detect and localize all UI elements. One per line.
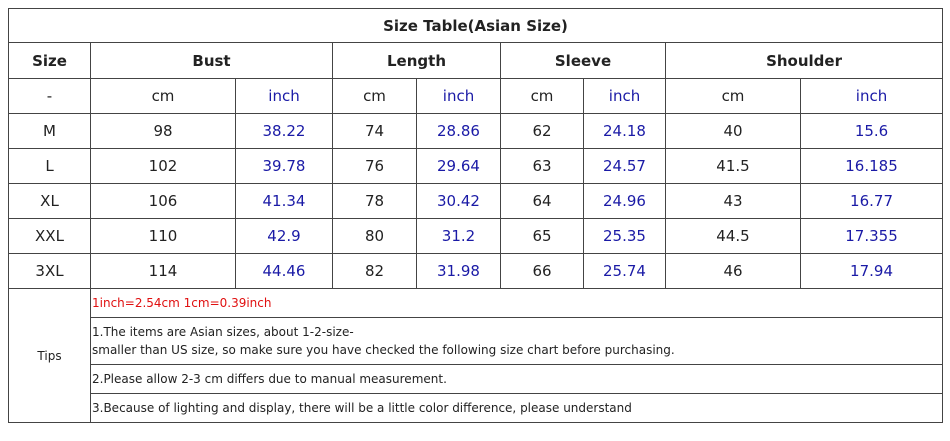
unit-cell: inch — [416, 78, 501, 114]
data-cell: XXL — [8, 218, 91, 254]
data-cell: 17.94 — [799, 253, 944, 289]
tip-row: 2.Please allow 2-3 cm differs due to man… — [9, 364, 944, 394]
header-cell: Size — [8, 42, 91, 79]
data-cell: 40 — [665, 113, 801, 149]
unit-cell: inch — [799, 78, 944, 114]
header-cell: Sleeve — [500, 42, 666, 79]
tip-row: 3.Because of lighting and display, there… — [9, 393, 944, 423]
data-cell: 78 — [332, 183, 417, 219]
data-cell: 66 — [500, 253, 584, 289]
size-table: Size Table(Asian Size) Size Bust Length Slee… — [7, 8, 944, 423]
data-cell: 80 — [332, 218, 417, 254]
tip-row: Tips 1inch=2.54cm 1cm=0.39inch — [8, 288, 944, 423]
unit-cell: - — [8, 78, 91, 114]
data-cell: 44.46 — [235, 253, 333, 289]
data-cell: 39.78 — [235, 148, 333, 184]
data-cell: 41.34 — [235, 183, 333, 219]
data-cell: 15.6 — [799, 113, 944, 149]
data-cell: 31.98 — [416, 253, 501, 289]
unit-cell: cm — [332, 78, 417, 114]
header-cell: Bust — [90, 42, 333, 79]
data-row: 3XL 114 44.46 82 31.98 66 25.74 46 17.94 — [8, 253, 944, 289]
tip-cell: 1.The items are Asian sizes, about 1-2-s… — [89, 317, 944, 365]
data-cell: 42.9 — [235, 218, 333, 254]
data-cell: 41.5 — [665, 148, 801, 184]
data-cell: 29.64 — [416, 148, 501, 184]
data-cell: M — [8, 113, 91, 149]
unit-cell: cm — [500, 78, 584, 114]
tips-note: 1inch=2.54cm 1cm=0.39inch — [89, 288, 944, 318]
data-cell: 63 — [500, 148, 584, 184]
data-cell: 24.18 — [583, 113, 666, 149]
data-cell: 25.74 — [583, 253, 666, 289]
data-cell: 24.57 — [583, 148, 666, 184]
header-row: Size Bust Length Sleeve Shoulder — [8, 42, 944, 79]
data-row: XXL 110 42.9 80 31.2 65 25.35 44.5 17.355 — [8, 218, 944, 254]
data-cell: 64 — [500, 183, 584, 219]
data-cell: 25.35 — [583, 218, 666, 254]
unit-cell: inch — [235, 78, 333, 114]
unit-cell: inch — [583, 78, 666, 114]
data-cell: 65 — [500, 218, 584, 254]
data-cell: L — [8, 148, 91, 184]
data-cell: 17.355 — [799, 218, 944, 254]
unit-cell: cm — [665, 78, 801, 114]
data-cell: 110 — [90, 218, 236, 254]
data-cell: 114 — [90, 253, 236, 289]
data-cell: 30.42 — [416, 183, 501, 219]
data-row: L 102 39.78 76 29.64 63 24.57 41.5 16.185 — [8, 148, 944, 184]
tip-cell: 2.Please allow 2-3 cm differs due to man… — [89, 364, 944, 394]
data-cell: 102 — [90, 148, 236, 184]
data-cell: XL — [8, 183, 91, 219]
data-cell: 3XL — [8, 253, 91, 289]
data-row: XL 106 41.34 78 30.42 64 24.96 43 16.77 — [8, 183, 944, 219]
tip-line: 1.The items are Asian sizes, about 1-2-s… — [92, 325, 354, 339]
data-cell: 16.77 — [799, 183, 944, 219]
data-cell: 28.86 — [416, 113, 501, 149]
tip-line: smaller than US size, so make sure you h… — [92, 343, 675, 357]
header-cell: Shoulder — [664, 42, 944, 79]
table-title: Size Table(Asian Size) — [7, 8, 944, 43]
header-cell: Length — [332, 42, 501, 79]
data-cell: 46 — [665, 253, 801, 289]
tip-line: 2.Please allow 2-3 cm differs due to man… — [92, 372, 447, 386]
data-cell: 76 — [332, 148, 417, 184]
data-cell: 106 — [90, 183, 236, 219]
data-cell: 16.185 — [799, 148, 944, 184]
tips-label: Tips — [8, 288, 91, 423]
data-cell: 74 — [332, 113, 417, 149]
data-row: M 98 38.22 74 28.86 62 24.18 40 15.6 — [8, 113, 944, 149]
tip-cell: 3.Because of lighting and display, there… — [89, 393, 944, 423]
data-cell: 98 — [90, 113, 236, 149]
unit-cell: cm — [90, 78, 236, 114]
tip-row: 1.The items are Asian sizes, about 1-2-s… — [9, 317, 944, 365]
data-cell: 44.5 — [665, 218, 801, 254]
unit-row: - cm inch cm inch cm inch cm inch — [8, 78, 944, 114]
data-cell: 82 — [332, 253, 417, 289]
data-cell: 43 — [665, 183, 801, 219]
tip-line: 3.Because of lighting and display, there… — [92, 401, 632, 415]
data-cell: 24.96 — [583, 183, 666, 219]
title-row: Size Table(Asian Size) — [7, 8, 944, 43]
data-cell: 31.2 — [416, 218, 501, 254]
data-cell: 38.22 — [235, 113, 333, 149]
data-cell: 62 — [500, 113, 584, 149]
